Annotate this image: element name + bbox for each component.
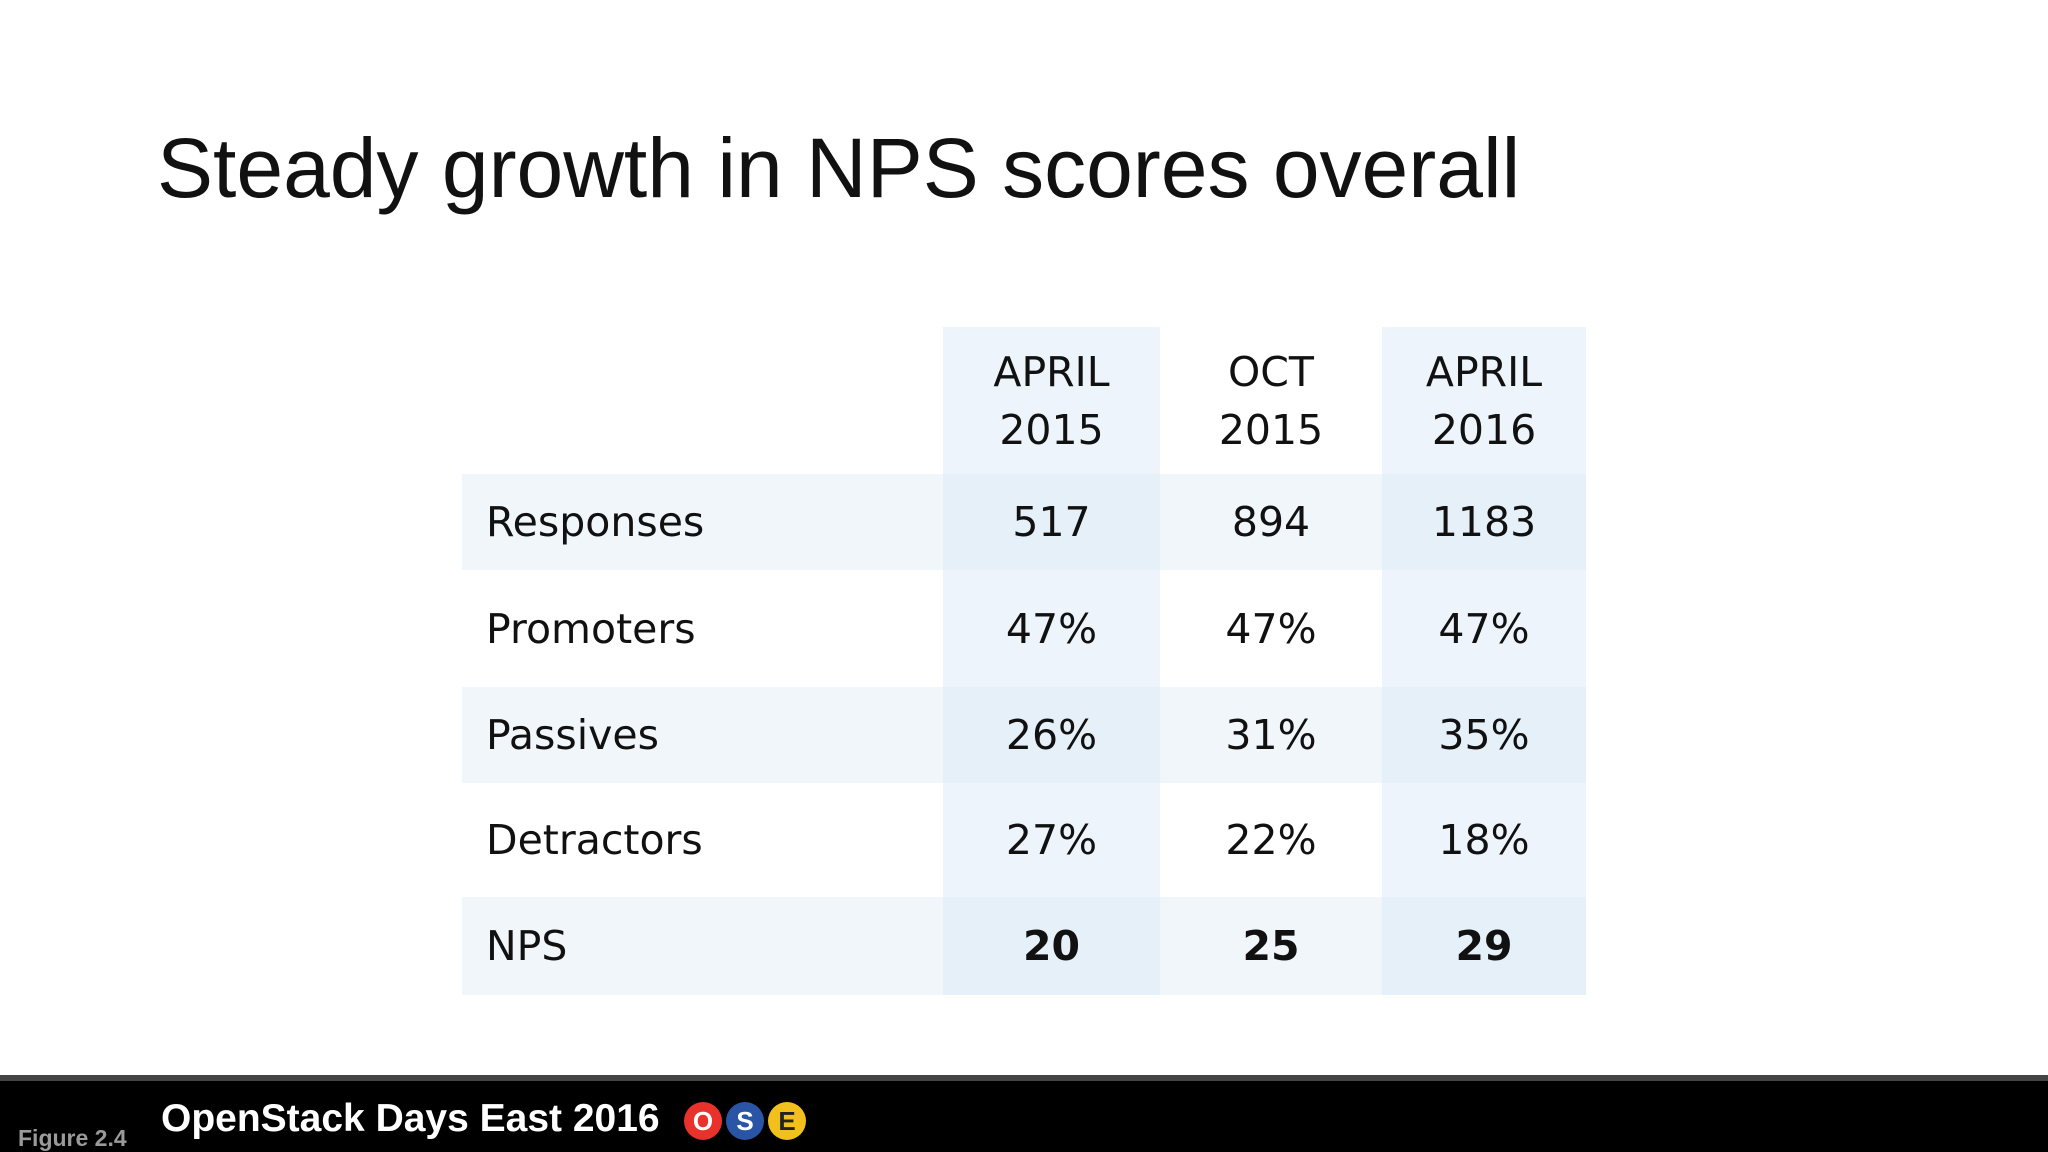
row-label: Promoters	[486, 604, 696, 653]
badge-letter: E	[778, 1105, 796, 1136]
badge-letter: S	[736, 1105, 754, 1136]
event-logo-badges: O S E	[684, 1102, 806, 1140]
table-row: Promoters 47% 47% 47%	[462, 570, 1586, 687]
column-header-line2: 2015	[999, 405, 1104, 454]
row-label: NPS	[486, 922, 568, 970]
table-cell: 25	[1242, 922, 1300, 970]
column-header: APRIL 2015	[943, 327, 1160, 474]
table-cell: 26%	[943, 687, 1160, 783]
column-header-line1: OCT	[1228, 347, 1314, 396]
table-cell: 35%	[1382, 687, 1586, 783]
table-cell: 47%	[1382, 570, 1586, 687]
badge-o-icon: O	[684, 1102, 722, 1140]
table-cell: 20	[943, 897, 1160, 995]
footer-bar: Figure 2.4 OpenStack Days East 2016 O S …	[0, 1075, 2048, 1152]
slide-title: Steady growth in NPS scores overall	[157, 121, 1521, 215]
figure-label: Figure 2.4	[18, 1125, 127, 1151]
badge-e-icon: E	[768, 1102, 806, 1140]
column-header-line2: 2015	[1218, 405, 1324, 454]
table-cell: 29	[1382, 897, 1586, 995]
header-empty-cell	[462, 327, 943, 474]
badge-letter: O	[692, 1105, 714, 1136]
table-header-row: APRIL 2015 OCT 2015 APRIL 2016	[462, 327, 1586, 474]
table-cell: 47%	[1225, 604, 1317, 653]
table-cell: 18%	[1382, 783, 1586, 897]
column-header: OCT 2015	[1160, 327, 1382, 474]
column-header-line1: APRIL	[993, 347, 1110, 396]
table-cell: 517	[943, 474, 1160, 570]
nps-table: APRIL 2015 OCT 2015 APRIL 2016 Responses…	[462, 327, 1586, 995]
table-cell: 27%	[943, 783, 1160, 897]
badge-s-icon: S	[726, 1102, 764, 1140]
table-cell: 1183	[1382, 474, 1586, 570]
table-row: NPS 20 25 29	[462, 897, 1586, 995]
column-header-line2: 2016	[1431, 405, 1537, 454]
column-header: APRIL 2016	[1382, 327, 1586, 474]
row-label: Responses	[486, 498, 705, 546]
table-cell: 31%	[1225, 711, 1317, 759]
event-title: OpenStack Days East 2016	[161, 1097, 660, 1140]
table-cell: 894	[1231, 498, 1311, 546]
column-header-line1: APRIL	[1425, 347, 1543, 396]
row-label: Detractors	[486, 816, 703, 864]
table-row: Passives 26% 31% 35%	[462, 687, 1586, 783]
table-row: Detractors 27% 22% 18%	[462, 783, 1586, 897]
table-row: Responses 517 894 1183	[462, 474, 1586, 570]
table-cell: 22%	[1225, 816, 1317, 864]
table-cell: 47%	[943, 570, 1160, 687]
row-label: Passives	[486, 711, 659, 759]
